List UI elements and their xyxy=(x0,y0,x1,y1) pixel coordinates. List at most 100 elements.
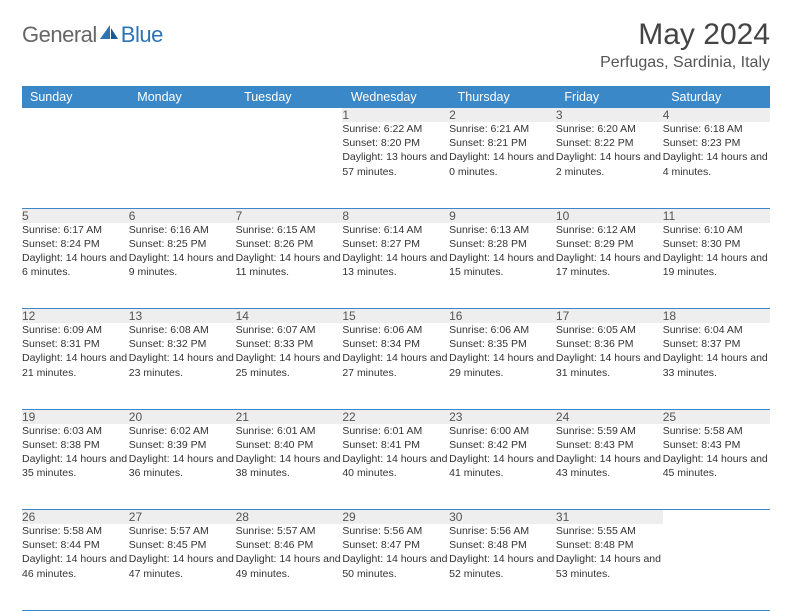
day-body-cell: Sunrise: 6:04 AMSunset: 8:37 PMDaylight:… xyxy=(663,323,770,409)
day-body-cell: Sunrise: 6:01 AMSunset: 8:41 PMDaylight:… xyxy=(342,424,449,510)
day-body-cell: Sunrise: 6:10 AMSunset: 8:30 PMDaylight:… xyxy=(663,223,770,309)
day-number-cell: 22 xyxy=(342,409,449,424)
daylight-text: Daylight: 14 hours and 17 minutes. xyxy=(556,251,663,279)
day-number-cell: 27 xyxy=(129,510,236,525)
sunrise-text: Sunrise: 6:13 AM xyxy=(449,223,556,237)
sunrise-text: Sunrise: 5:59 AM xyxy=(556,424,663,438)
day-body-cell: Sunrise: 6:12 AMSunset: 8:29 PMDaylight:… xyxy=(556,223,663,309)
day-body-row: Sunrise: 6:03 AMSunset: 8:38 PMDaylight:… xyxy=(22,424,770,510)
daylight-text: Daylight: 14 hours and 40 minutes. xyxy=(342,452,449,480)
sunset-text: Sunset: 8:36 PM xyxy=(556,337,663,351)
weekday-header: Saturday xyxy=(663,86,770,108)
sunrise-text: Sunrise: 6:06 AM xyxy=(342,323,449,337)
day-body-cell xyxy=(129,122,236,208)
weekday-header: Tuesday xyxy=(236,86,343,108)
weekday-header: Friday xyxy=(556,86,663,108)
daylight-text: Daylight: 14 hours and 4 minutes. xyxy=(663,150,770,178)
sunrise-text: Sunrise: 6:20 AM xyxy=(556,122,663,136)
sunrise-text: Sunrise: 6:12 AM xyxy=(556,223,663,237)
sunset-text: Sunset: 8:27 PM xyxy=(342,237,449,251)
day-number-cell: 2 xyxy=(449,108,556,122)
sunrise-text: Sunrise: 6:14 AM xyxy=(342,223,449,237)
day-number-cell xyxy=(663,510,770,525)
sunset-text: Sunset: 8:44 PM xyxy=(22,538,129,552)
day-number-cell: 21 xyxy=(236,409,343,424)
sunset-text: Sunset: 8:37 PM xyxy=(663,337,770,351)
sunset-text: Sunset: 8:28 PM xyxy=(449,237,556,251)
daylight-text: Daylight: 14 hours and 23 minutes. xyxy=(129,351,236,379)
logo-text-general: General xyxy=(22,22,97,48)
sunset-text: Sunset: 8:25 PM xyxy=(129,237,236,251)
day-number-cell: 30 xyxy=(449,510,556,525)
day-body-row: Sunrise: 6:09 AMSunset: 8:31 PMDaylight:… xyxy=(22,323,770,409)
weekday-header: Thursday xyxy=(449,86,556,108)
day-body-row: Sunrise: 5:58 AMSunset: 8:44 PMDaylight:… xyxy=(22,524,770,610)
day-number-cell: 11 xyxy=(663,208,770,223)
logo-sail-icon xyxy=(98,23,120,48)
day-body-cell: Sunrise: 5:58 AMSunset: 8:44 PMDaylight:… xyxy=(22,524,129,610)
logo-text-blue: Blue xyxy=(121,22,163,48)
day-body-cell: Sunrise: 5:55 AMSunset: 8:48 PMDaylight:… xyxy=(556,524,663,610)
day-number-cell: 18 xyxy=(663,309,770,324)
day-number-cell: 8 xyxy=(342,208,449,223)
day-number-cell: 28 xyxy=(236,510,343,525)
day-number-cell: 7 xyxy=(236,208,343,223)
daylight-text: Daylight: 14 hours and 19 minutes. xyxy=(663,251,770,279)
day-number-row: 567891011 xyxy=(22,208,770,223)
daylight-text: Daylight: 14 hours and 2 minutes. xyxy=(556,150,663,178)
day-body-cell: Sunrise: 6:05 AMSunset: 8:36 PMDaylight:… xyxy=(556,323,663,409)
day-number-cell: 12 xyxy=(22,309,129,324)
daylight-text: Daylight: 14 hours and 13 minutes. xyxy=(342,251,449,279)
day-number-cell: 9 xyxy=(449,208,556,223)
day-body-cell: Sunrise: 6:09 AMSunset: 8:31 PMDaylight:… xyxy=(22,323,129,409)
sunset-text: Sunset: 8:41 PM xyxy=(342,438,449,452)
sunset-text: Sunset: 8:22 PM xyxy=(556,136,663,150)
daylight-text: Daylight: 14 hours and 25 minutes. xyxy=(236,351,343,379)
day-number-cell: 1 xyxy=(342,108,449,122)
sunrise-text: Sunrise: 6:01 AM xyxy=(236,424,343,438)
day-body-cell: Sunrise: 5:59 AMSunset: 8:43 PMDaylight:… xyxy=(556,424,663,510)
logo: General Blue xyxy=(22,18,163,48)
day-number-row: 1234 xyxy=(22,108,770,122)
sunset-text: Sunset: 8:48 PM xyxy=(449,538,556,552)
day-body-cell: Sunrise: 6:07 AMSunset: 8:33 PMDaylight:… xyxy=(236,323,343,409)
day-number-cell: 25 xyxy=(663,409,770,424)
day-number-cell: 19 xyxy=(22,409,129,424)
sunset-text: Sunset: 8:46 PM xyxy=(236,538,343,552)
day-body-cell: Sunrise: 6:06 AMSunset: 8:34 PMDaylight:… xyxy=(342,323,449,409)
sunset-text: Sunset: 8:33 PM xyxy=(236,337,343,351)
sunrise-text: Sunrise: 5:56 AM xyxy=(449,524,556,538)
sunset-text: Sunset: 8:45 PM xyxy=(129,538,236,552)
sunrise-text: Sunrise: 6:08 AM xyxy=(129,323,236,337)
weekday-header-row: Sunday Monday Tuesday Wednesday Thursday… xyxy=(22,86,770,108)
sunset-text: Sunset: 8:32 PM xyxy=(129,337,236,351)
daylight-text: Daylight: 14 hours and 11 minutes. xyxy=(236,251,343,279)
daylight-text: Daylight: 14 hours and 27 minutes. xyxy=(342,351,449,379)
day-body-cell: Sunrise: 6:15 AMSunset: 8:26 PMDaylight:… xyxy=(236,223,343,309)
day-number-cell: 3 xyxy=(556,108,663,122)
day-number-cell: 13 xyxy=(129,309,236,324)
sunrise-text: Sunrise: 5:58 AM xyxy=(22,524,129,538)
day-number-cell: 24 xyxy=(556,409,663,424)
sunset-text: Sunset: 8:40 PM xyxy=(236,438,343,452)
sunrise-text: Sunrise: 6:06 AM xyxy=(449,323,556,337)
sunset-text: Sunset: 8:23 PM xyxy=(663,136,770,150)
sunrise-text: Sunrise: 6:00 AM xyxy=(449,424,556,438)
day-body-row: Sunrise: 6:17 AMSunset: 8:24 PMDaylight:… xyxy=(22,223,770,309)
daylight-text: Daylight: 14 hours and 35 minutes. xyxy=(22,452,129,480)
day-body-cell: Sunrise: 5:57 AMSunset: 8:45 PMDaylight:… xyxy=(129,524,236,610)
sunrise-text: Sunrise: 6:15 AM xyxy=(236,223,343,237)
sunset-text: Sunset: 8:20 PM xyxy=(342,136,449,150)
sunrise-text: Sunrise: 6:05 AM xyxy=(556,323,663,337)
sunrise-text: Sunrise: 6:10 AM xyxy=(663,223,770,237)
day-number-cell xyxy=(22,108,129,122)
daylight-text: Daylight: 14 hours and 36 minutes. xyxy=(129,452,236,480)
day-number-row: 262728293031 xyxy=(22,510,770,525)
sunrise-text: Sunrise: 6:02 AM xyxy=(129,424,236,438)
location-subtitle: Perfugas, Sardinia, Italy xyxy=(600,54,770,72)
day-number-row: 19202122232425 xyxy=(22,409,770,424)
day-body-cell: Sunrise: 6:14 AMSunset: 8:27 PMDaylight:… xyxy=(342,223,449,309)
day-body-cell xyxy=(663,524,770,610)
day-number-cell: 4 xyxy=(663,108,770,122)
day-body-cell: Sunrise: 6:02 AMSunset: 8:39 PMDaylight:… xyxy=(129,424,236,510)
